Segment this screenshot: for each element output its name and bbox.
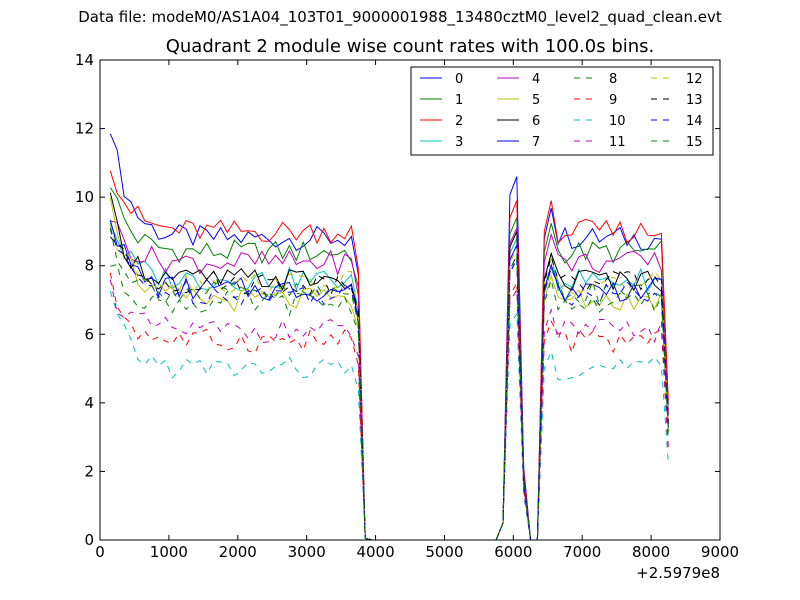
y-tick-label: 12 xyxy=(75,120,94,138)
x-tick-label: 9000 xyxy=(701,543,739,561)
x-tick-label: 0 xyxy=(95,543,105,561)
series-line-10 xyxy=(109,290,669,541)
legend-label-3: 3 xyxy=(455,135,463,150)
x-tick-label: 6000 xyxy=(494,543,532,561)
y-tick-label: 2 xyxy=(84,462,94,480)
x-tick-label: 3000 xyxy=(288,543,326,561)
legend-label-2: 2 xyxy=(455,114,463,129)
legend-label-10: 10 xyxy=(609,114,626,129)
legend-label-12: 12 xyxy=(686,72,703,87)
y-tick-label: 0 xyxy=(84,531,94,549)
series-line-6 xyxy=(109,192,669,541)
figure-suptitle: Data file: modeM0/AS1A04_103T01_90000019… xyxy=(78,8,722,26)
legend-box xyxy=(410,66,714,156)
series-line-1 xyxy=(109,187,669,541)
series-line-15 xyxy=(109,228,669,541)
y-tick-label: 10 xyxy=(75,188,94,206)
legend-label-14: 14 xyxy=(686,114,703,129)
x-tick-label: 4000 xyxy=(356,543,394,561)
legend-label-11: 11 xyxy=(609,135,626,150)
legend-label-15: 15 xyxy=(686,135,703,150)
series-line-4 xyxy=(110,220,669,541)
x-tick-label: 1000 xyxy=(150,543,188,561)
y-tick-label: 6 xyxy=(84,325,94,343)
y-tick-label: 14 xyxy=(75,51,94,69)
series-line-13 xyxy=(109,236,669,541)
legend-label-9: 9 xyxy=(609,93,617,108)
y-tick-label: 4 xyxy=(84,394,94,412)
chart-title: Quadrant 2 module wise count rates with … xyxy=(165,36,655,57)
series-line-8 xyxy=(110,258,669,541)
plot-frame xyxy=(99,59,721,541)
series-line-7 xyxy=(109,219,669,541)
series-line-2 xyxy=(109,170,669,541)
series-line-11 xyxy=(109,279,669,541)
x-tick-label: 2000 xyxy=(219,543,257,561)
series-line-14 xyxy=(109,227,669,541)
x-tick-label: 5000 xyxy=(425,543,463,561)
legend-label-7: 7 xyxy=(532,135,540,150)
legend-label-6: 6 xyxy=(532,114,540,129)
x-tick-label: 7000 xyxy=(563,543,601,561)
x-offset-label: +2.5979e8 xyxy=(636,564,720,582)
legend-label-1: 1 xyxy=(455,93,463,108)
legend-label-5: 5 xyxy=(532,93,540,108)
legend-label-13: 13 xyxy=(686,93,703,108)
y-tick-label: 8 xyxy=(84,257,94,275)
legend-label-0: 0 xyxy=(455,72,463,87)
series-line-12 xyxy=(109,224,669,541)
series-layer xyxy=(109,133,669,541)
axis-ticks: 0 1000 2000 3000 4000 5000 6000 7000 8000 9000 0 2 4… xyxy=(75,51,739,561)
x-tick-label: 8000 xyxy=(632,543,670,561)
legend-label-4: 4 xyxy=(532,72,540,87)
legend-label-8: 8 xyxy=(609,72,617,87)
series-line-9 xyxy=(109,272,669,541)
